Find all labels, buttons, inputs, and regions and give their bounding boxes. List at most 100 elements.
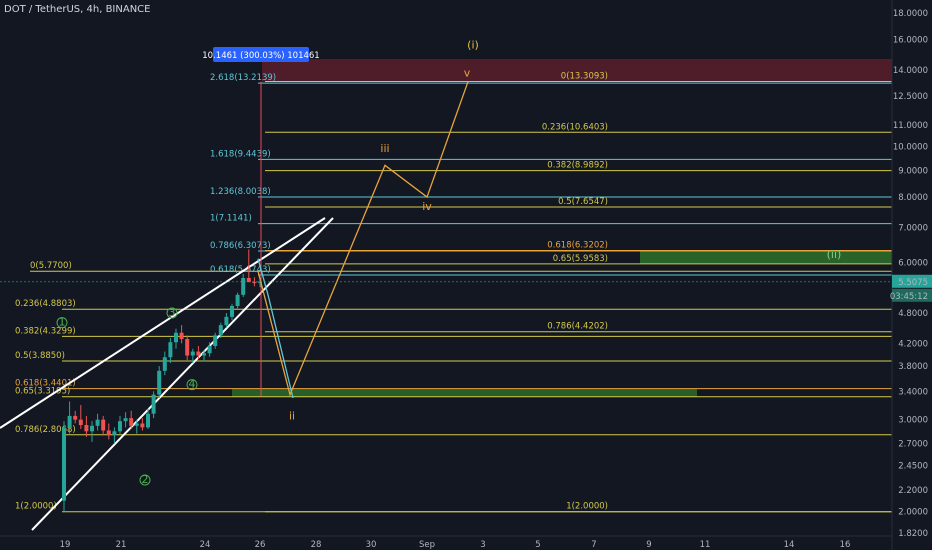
wave-label: iii — [380, 142, 389, 155]
fib-label-left: 0(5.7700) — [30, 261, 72, 271]
fib-label-left: 0.5(3.8850) — [15, 351, 65, 361]
candle-body — [174, 332, 178, 343]
fib-label-left: 0.382(4.3299) — [15, 326, 76, 336]
target-zone-red — [262, 58, 892, 82]
candle-body — [67, 415, 72, 428]
price-tick-label: 9.0000 — [898, 166, 928, 176]
price-tick-label: 12.5000 — [893, 92, 928, 102]
candle-body — [196, 351, 201, 356]
measure-badge-text: 10.1461 (300.03%) 101461 — [202, 51, 319, 61]
price-tick-label: 6.0000 — [898, 258, 928, 268]
fib-label-left: 1(2.0000) — [15, 502, 57, 512]
candle-body — [106, 430, 111, 436]
candle-body — [185, 339, 190, 356]
time-tick-label: 19 — [60, 540, 71, 550]
fib-label-right: 0.786(4.4202) — [547, 322, 608, 332]
price-tick-label: 14.0000 — [893, 66, 928, 76]
fib-label-left: 0.65(3.3195) — [15, 387, 70, 397]
candle-body — [246, 277, 251, 283]
candle-body — [202, 353, 206, 356]
fib-label-left: 0.786(2.8068) — [15, 425, 76, 435]
candle-body — [101, 419, 106, 431]
candle-body — [258, 281, 262, 283]
candle-body — [235, 294, 240, 307]
wave-count-label: 2 — [142, 473, 149, 486]
price-tick-label: 1.8200 — [898, 529, 928, 539]
fib-label-right: 1(2.0000) — [566, 502, 608, 512]
candle-body — [241, 277, 246, 295]
price-tick-label: 10.0000 — [893, 142, 928, 152]
price-tick-label: 2.7000 — [898, 440, 928, 450]
fib-extension-label: 1.236(8.0038) — [210, 187, 271, 197]
time-tick-label: 16 — [840, 540, 851, 550]
price-tick-label: 4.2000 — [898, 339, 928, 349]
time-tick-label: 21 — [116, 540, 127, 550]
price-timer-bg — [892, 288, 932, 302]
candle-body — [190, 351, 195, 356]
price-tick-label: 3.8000 — [898, 362, 928, 372]
wave-count-label: 1 — [59, 316, 66, 329]
price-tick-label: 16.0000 — [893, 36, 928, 46]
wave-count-circle — [139, 474, 151, 486]
time-tick-label: 28 — [311, 540, 322, 550]
wave-count-label: 4 — [189, 378, 196, 391]
time-tick-label: 11 — [700, 540, 711, 550]
fib-label-right: 0.5(7.6547) — [558, 197, 608, 207]
fib-label-left: 0.236(4.8803) — [15, 299, 76, 309]
price-tick-label: 2.2000 — [898, 486, 928, 496]
candle-body — [73, 415, 78, 420]
wave-label: (ii) — [827, 248, 842, 261]
candle-body — [90, 425, 94, 432]
candle-body — [252, 282, 257, 284]
candle-body — [123, 418, 128, 422]
chart-title: DOT / TetherUS, 4h, BINANCE — [4, 4, 151, 15]
wave-count-circle — [56, 317, 68, 329]
time-tick-label: 9 — [646, 540, 651, 550]
candle-body — [129, 418, 134, 426]
fib-extension-label: 1.618(9.4439) — [210, 149, 271, 159]
fib-extension-label: 0.618(5.6743) — [210, 265, 271, 275]
fib-label-left: 0.618(3.4401) — [15, 379, 76, 389]
price-tick-label: 8.0000 — [898, 193, 928, 203]
fib-label-right: 0.65(5.9583) — [553, 254, 608, 264]
candle-body — [118, 421, 122, 432]
candle-body — [224, 316, 229, 326]
fib-label-right: 0.236(10.6403) — [542, 122, 608, 132]
price-tick-label: 3.0000 — [898, 416, 928, 426]
measure-badge-bg — [213, 47, 309, 62]
fib-label-right: 0.382(8.9892) — [547, 161, 608, 171]
candle-body — [207, 346, 212, 354]
time-tick-label: 14 — [784, 540, 795, 550]
fib-extension-label: 1(7.1141) — [210, 214, 252, 224]
candle-body — [230, 306, 234, 317]
candle-body — [95, 419, 100, 426]
wave-ii-alt-path — [257, 258, 294, 399]
candle-body — [146, 413, 150, 428]
time-tick-label: 5 — [535, 540, 540, 550]
price-tick-label: 4.8000 — [898, 309, 928, 319]
price-tick-label: 7.0000 — [898, 223, 928, 233]
wave-projection-path — [257, 81, 469, 397]
time-tick-label: 7 — [591, 540, 596, 550]
candle-body — [218, 325, 223, 336]
target-zone-green-upper — [640, 250, 892, 264]
candle-body — [168, 342, 173, 358]
price-tick-label: 2.0000 — [898, 508, 928, 518]
time-tick-label: 3 — [480, 540, 485, 550]
price-tick-label: 18.0000 — [893, 9, 928, 19]
support-zone-green — [232, 388, 697, 397]
time-tick-label: 24 — [200, 540, 211, 550]
wave-label: iv — [422, 200, 432, 213]
price-badge-timer: 03:45:12 — [890, 292, 928, 302]
candle-body — [162, 357, 167, 371]
wave-count-circle — [166, 307, 178, 319]
price-tick-label: 3.4000 — [898, 387, 928, 397]
time-tick-label: 26 — [255, 540, 266, 550]
price-tick-label: 11.0000 — [893, 121, 928, 131]
fib-label-right: 0.618(6.3202) — [547, 241, 608, 251]
candle-body — [134, 423, 139, 426]
wave-label: (i) — [467, 38, 479, 51]
candle-body — [157, 370, 162, 395]
